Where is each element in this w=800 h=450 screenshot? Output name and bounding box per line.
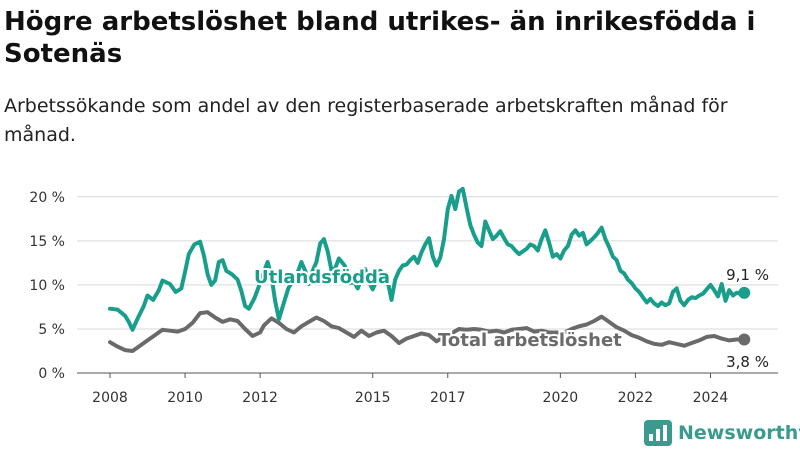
series-name-label: Total arbetslöshet (438, 330, 622, 351)
series-labels: Utlandsfödda Total arbetslöshet 9,1 % 3,8 % (252, 265, 771, 373)
series-line (108, 310, 747, 353)
series-line (108, 186, 747, 332)
series-lines (108, 186, 751, 353)
series-end-point (738, 286, 751, 299)
series-end-point (738, 333, 751, 346)
x-tick-label: 2024 (693, 390, 729, 406)
x-tick-label: 2012 (242, 390, 278, 406)
series-end-value-label: 3,8 % (726, 353, 769, 371)
x-tick-label: 2008 (92, 390, 128, 406)
brand-logo: Newsworthy (644, 418, 800, 448)
chart-subtitle: Arbetssökande som andel av den registerb… (4, 95, 728, 146)
x-tick-label: 2022 (618, 390, 654, 406)
y-tick-label: 10 % (29, 278, 65, 294)
series-end-value-label: 9,1 % (726, 266, 769, 284)
brand-name: Newsworthy (678, 422, 800, 444)
y-tick-label: 0 % (38, 366, 65, 382)
x-tick-label: 2020 (543, 390, 579, 406)
y-tick-label: 5 % (38, 322, 65, 338)
chart-title: Högre arbetslöshet bland utrikes- än inr… (4, 7, 756, 69)
series-name-label: Utlandsfödda (254, 267, 390, 288)
newsworthy-logo-icon (644, 420, 672, 446)
x-tick-label: 2010 (167, 390, 203, 406)
x-tick-label: 2017 (430, 390, 466, 406)
axis-ticks: 0 % 5 % 10 % 15 % 20 % 2008 2010 2012 2015 2017 20… (29, 190, 728, 406)
y-tick-label: 15 % (29, 234, 65, 250)
y-tick-label: 20 % (29, 190, 65, 206)
x-tick-label: 2015 (355, 390, 391, 406)
